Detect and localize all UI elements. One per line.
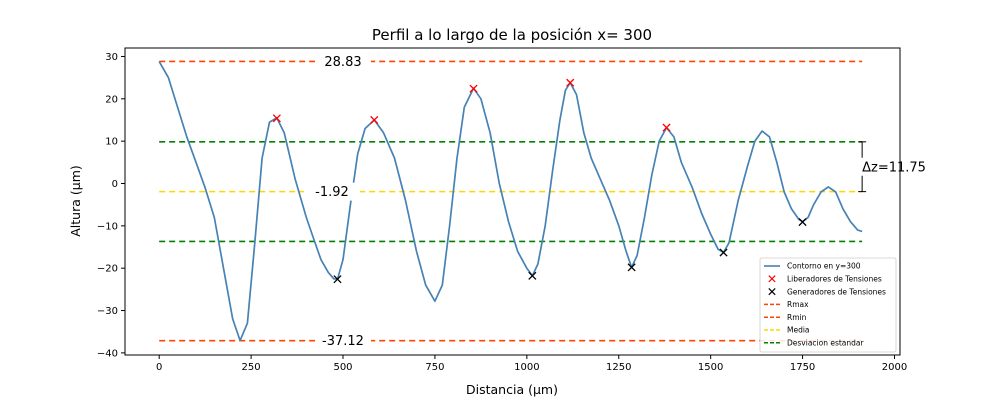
plot-area: 28.83 -37.12 -1.92 Δz=11.75 0 250 500 750 1000 12… bbox=[97, 47, 931, 373]
generador-marker-2 bbox=[627, 263, 636, 272]
x-tick-label-1: 250 bbox=[242, 362, 261, 373]
legend-label-1: Liberadores de Tensiones bbox=[787, 275, 882, 284]
generador-marker-0 bbox=[333, 275, 342, 284]
legend-entry-1: Liberadores de Tensiones bbox=[768, 275, 882, 284]
y-tick-label-3: 0 bbox=[112, 179, 118, 190]
x-tick-label-6: 1500 bbox=[698, 362, 723, 373]
generador-marker-1 bbox=[528, 271, 537, 280]
legend-label-4: Rmin bbox=[787, 313, 807, 322]
liberador-marker-1 bbox=[370, 115, 379, 125]
y-axis-label: Altura (μm) bbox=[68, 165, 83, 237]
x-tick-label-7: 1750 bbox=[790, 362, 815, 373]
legend-entry-5: Media bbox=[764, 326, 810, 335]
legend-swatch-1 bbox=[768, 275, 776, 283]
legend: Contorno en y=300 Liberadores de Tensione… bbox=[759, 257, 897, 353]
hline-label-bg-2 bbox=[303, 182, 360, 201]
legend-entry-6: Desviacion estandar bbox=[764, 339, 865, 348]
legend-label-0: Contorno en y=300 bbox=[787, 262, 861, 271]
x-tick-label-0: 0 bbox=[156, 362, 162, 373]
y-tick-label-6: −30 bbox=[97, 306, 118, 317]
legend-swatch-2 bbox=[768, 287, 776, 296]
chart-title: Perfil a lo largo de la posición x= 300 bbox=[372, 26, 652, 44]
hline-label-bg-1 bbox=[315, 331, 372, 350]
x-tick-label-5: 1250 bbox=[606, 362, 631, 373]
generador-marker-4 bbox=[798, 217, 807, 227]
x-axis-label: Distancia (μm) bbox=[466, 382, 558, 397]
legend-entry-4: Rmin bbox=[764, 313, 807, 322]
hline-value-label-0: 28.83 bbox=[324, 55, 361, 70]
hline-value-label-2: -1.92 bbox=[315, 185, 349, 200]
y-tick-label-5: −20 bbox=[97, 264, 118, 275]
liberador-marker-0 bbox=[272, 114, 281, 123]
hline-label-bg-0 bbox=[315, 52, 372, 71]
x-tick-label-8: 2000 bbox=[882, 362, 907, 373]
legend-entry-3: Rmax bbox=[764, 300, 809, 309]
legend-entry-2: Generadores de Tensiones bbox=[768, 287, 886, 296]
profile-line bbox=[158, 61, 863, 342]
generador-marker-3 bbox=[719, 248, 728, 257]
liberador-marker-2 bbox=[469, 84, 478, 93]
delta-label: Δz=11.75 bbox=[862, 161, 926, 176]
legend-label-5: Media bbox=[787, 326, 810, 335]
y-tick-label-1: 20 bbox=[105, 94, 118, 105]
y-tick-label-7: −40 bbox=[97, 348, 118, 359]
x-tick-label-3: 750 bbox=[425, 362, 444, 373]
legend-label-3: Rmax bbox=[787, 300, 809, 309]
legend-box bbox=[759, 257, 897, 353]
liberador-marker-4 bbox=[662, 123, 671, 132]
y-tick-label-2: 10 bbox=[105, 137, 118, 148]
y-tick-label-4: −10 bbox=[97, 221, 118, 232]
legend-label-2: Generadores de Tensiones bbox=[787, 287, 886, 296]
legend-label-6: Desviacion estandar bbox=[787, 339, 865, 348]
x-tick-label-4: 1000 bbox=[514, 362, 539, 373]
delta-label-bg bbox=[860, 157, 931, 176]
liberador-marker-3 bbox=[566, 78, 575, 87]
hline-value-label-1: -37.12 bbox=[322, 334, 364, 349]
axes-frame bbox=[124, 47, 901, 356]
y-tick-label-0: 30 bbox=[105, 52, 118, 63]
legend-entry-0: Contorno en y=300 bbox=[764, 262, 861, 271]
x-tick-label-2: 500 bbox=[333, 362, 352, 373]
